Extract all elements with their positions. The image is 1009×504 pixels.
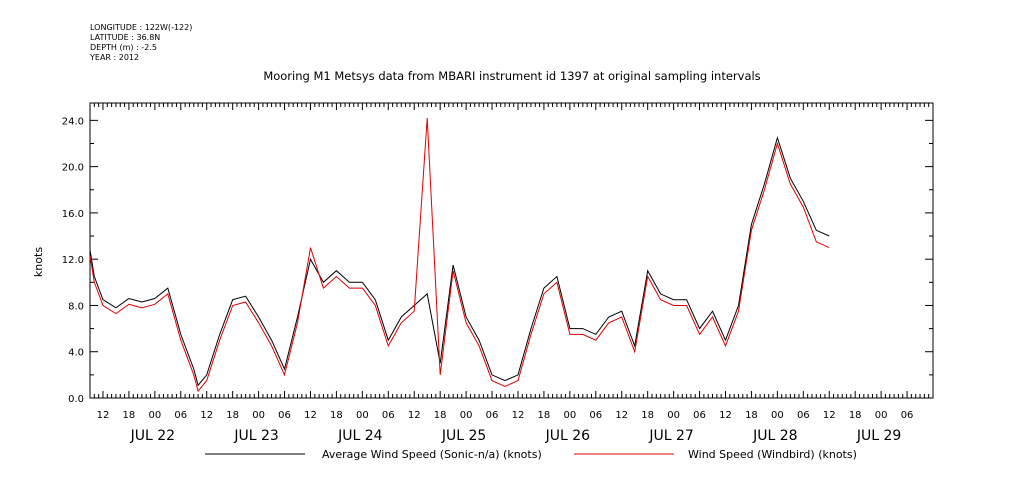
legend-label-average: Average Wind Speed (Sonic-n/a) (knots) (322, 448, 542, 461)
x-hour-label: 12 (615, 410, 628, 421)
x-hour-label: 06 (486, 410, 499, 421)
x-hour-label: 18 (330, 410, 343, 421)
y-tick-label: 4.0 (68, 348, 84, 359)
x-hour-label: 18 (226, 410, 239, 421)
x-date-label: JUL 26 (545, 428, 591, 444)
x-hour-label: 00 (563, 410, 576, 421)
x-hour-label: 06 (382, 410, 395, 421)
x-hour-label: 12 (200, 410, 213, 421)
y-tick-label: 12.0 (62, 255, 84, 266)
x-hour-label: 00 (667, 410, 680, 421)
x-date-label: JUL 28 (752, 428, 797, 444)
x-hour-label: 00 (771, 410, 784, 421)
y-tick-label: 20.0 (62, 163, 84, 174)
legend-label-windbird: Wind Speed (Windbird) (knots) (688, 448, 857, 461)
x-hour-label: 00 (875, 410, 888, 421)
x-date-label: JUL 22 (130, 428, 175, 444)
x-hour-label: 18 (849, 410, 862, 421)
x-hour-label: 12 (719, 410, 732, 421)
x-hour-label: 18 (745, 410, 758, 421)
x-hour-label: 00 (252, 410, 265, 421)
longitude-label: LONGITUDE : 122W(-122) (90, 23, 192, 32)
x-hour-label: 00 (356, 410, 369, 421)
series-layer (89, 117, 830, 393)
x-hour-label: 18 (123, 410, 136, 421)
series-windbird-line (89, 117, 830, 393)
year-label: YEAR : 2012 (89, 53, 139, 62)
x-hour-label: 06 (278, 410, 291, 421)
x-hour-label: 12 (512, 410, 525, 421)
y-tick-label: 16.0 (62, 209, 84, 220)
metadata-block: LONGITUDE : 122W(-122) LATITUDE : 36.8N … (89, 23, 192, 62)
x-axis-ticks: 12 18 00 06 12 18 00 06 12 18 00 06 12 18 00 06 12 18 00 06… (89, 103, 934, 444)
x-hour-label: 12 (97, 410, 110, 421)
x-hour-label: 06 (174, 410, 187, 421)
x-date-label: JUL 25 (441, 428, 486, 444)
x-date-label: JUL 24 (337, 428, 383, 444)
y-tick-label: 0.0 (68, 394, 84, 405)
x-hour-label: 12 (304, 410, 317, 421)
x-hour-label: 18 (434, 410, 447, 421)
x-hour-label: 00 (460, 410, 473, 421)
plot-frame (89, 102, 934, 399)
x-date-label: JUL 27 (648, 428, 693, 444)
x-hour-label: 06 (901, 410, 914, 421)
chart-title: Mooring M1 Metsys data from MBARI instru… (263, 69, 760, 83)
x-hour-label: 06 (693, 410, 706, 421)
legend: Average Wind Speed (Sonic-n/a) (knots) W… (205, 448, 857, 461)
x-hour-label: 00 (148, 410, 161, 421)
x-hour-label: 06 (589, 410, 602, 421)
x-hour-label: 12 (823, 410, 836, 421)
y-tick-label: 8.0 (68, 301, 84, 312)
x-hour-label: 18 (641, 410, 654, 421)
depth-label: DEPTH (m) : -2.5 (90, 43, 157, 52)
series-average-wind-line (89, 135, 830, 387)
y-axis-label: knots (32, 247, 45, 277)
x-hour-label: 06 (797, 410, 810, 421)
y-axis-ticks: 0.0 4.0 8.0 12.0 16.0 20.0 24.0 (62, 116, 933, 405)
x-date-label: JUL 29 (856, 428, 901, 444)
x-hour-label: 12 (408, 410, 421, 421)
x-date-label: JUL 23 (233, 428, 278, 444)
x-hour-label: 18 (538, 410, 551, 421)
latitude-label: LATITUDE : 36.8N (90, 33, 160, 42)
plot-border (89, 102, 934, 399)
y-tick-label: 24.0 (62, 116, 84, 127)
